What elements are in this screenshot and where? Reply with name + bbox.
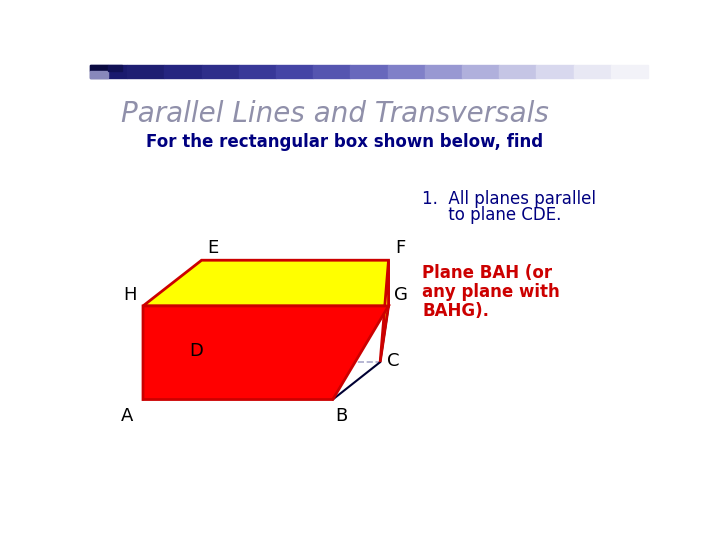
Text: C: C [387,352,400,370]
Bar [313,65,351,78]
Text: H: H [123,286,136,304]
Bar [462,65,499,78]
Bar [536,65,574,78]
Text: G: G [394,286,408,304]
Text: A: A [120,407,133,425]
Bar [351,65,387,78]
Text: to plane CDE.: to plane CDE. [422,206,562,224]
Bar [90,65,108,71]
Bar [127,65,164,78]
Bar [611,65,648,78]
Bar [90,71,108,78]
Bar [164,65,202,78]
Bar [276,65,313,78]
Text: D: D [189,342,203,360]
Bar [108,65,122,71]
Polygon shape [143,306,389,400]
Bar [499,65,536,78]
Text: Plane BAH (or: Plane BAH (or [422,265,552,282]
Text: E: E [207,239,218,257]
Polygon shape [380,260,389,362]
Text: Parallel Lines and Transversals: Parallel Lines and Transversals [121,100,549,128]
Text: B: B [336,407,348,425]
Bar [202,65,239,78]
Text: any plane with: any plane with [422,283,559,301]
Bar [425,65,462,78]
Bar [387,65,425,78]
Polygon shape [143,260,389,306]
Bar [90,65,127,78]
Text: F: F [395,239,405,257]
Text: BAHG).: BAHG). [422,302,489,320]
Bar [239,65,276,78]
Bar [574,65,611,78]
Text: 1.  All planes parallel: 1. All planes parallel [422,190,596,207]
Text: For the rectangular box shown below, find: For the rectangular box shown below, fin… [145,133,543,151]
